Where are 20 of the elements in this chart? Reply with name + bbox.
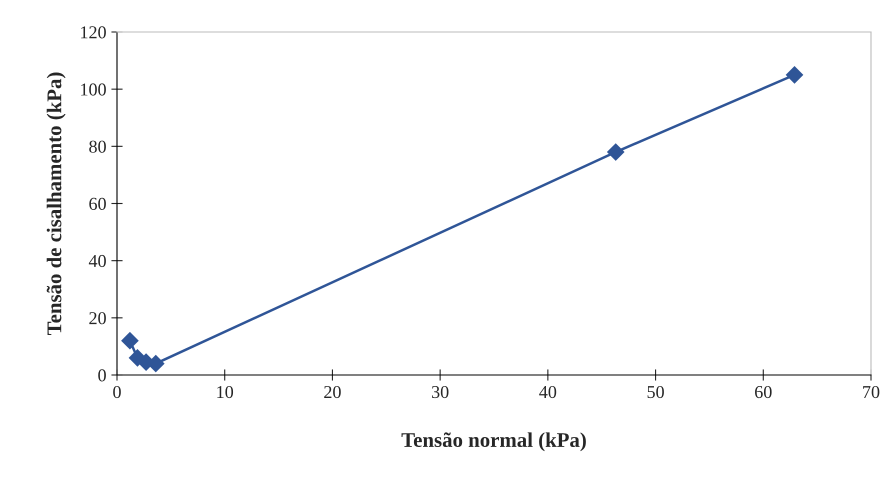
x-axis-title: Tensão normal (kPa) [402,432,586,452]
y-tick-label: 100 [81,83,106,96]
x-tick-label: 30 [432,386,448,398]
x-tick-label: 60 [755,386,772,398]
x-tick-label: 20 [324,386,341,398]
x-tick-label: 10 [217,386,234,398]
x-tick-label: 0 [113,386,121,398]
point [121,332,138,350]
y-tick-label: 40 [88,254,106,268]
y-tick-label: 20 [89,312,106,324]
y-axis-title: Tensão de cisalhamento (kPa) [46,72,66,336]
x-tick-label: 40 [539,386,556,398]
point [786,66,804,84]
x-tick-label: 50 [648,386,664,398]
y-tick-label: 120 [81,26,106,38]
y-tick-label: 80 [89,140,106,153]
y-tick-label: 0 [98,369,106,382]
point [607,144,624,161]
x-tick-label: 70 [863,386,880,398]
y-tick-label: 60 [89,198,106,210]
